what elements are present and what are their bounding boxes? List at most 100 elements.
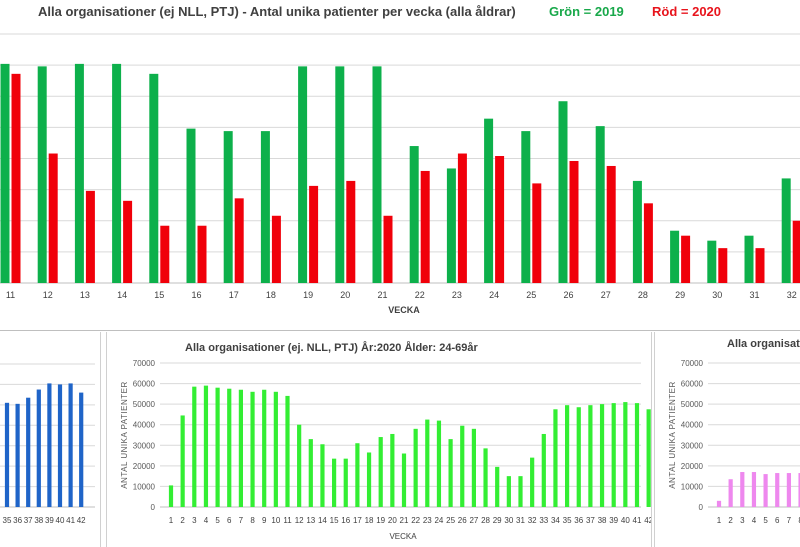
bar: [401, 453, 407, 507]
bar: [775, 473, 780, 507]
bar: [681, 235, 691, 283]
y-axis-label: ANTAL UNIKA PATIENTER: [668, 381, 677, 489]
x-tick-label: 15: [330, 516, 339, 525]
x-tick-label: 37: [586, 516, 595, 525]
bar: [250, 391, 255, 507]
x-tick-label: 5: [215, 516, 220, 525]
y-axis-label: ANTAL UNIKA PATIENTER: [120, 381, 129, 489]
right-chart-svg: 0 10000 20000 30000 40000 50000 60000 70000 ANTA…: [668, 359, 800, 525]
bar: [606, 165, 616, 283]
x-tick-label: 16: [341, 516, 350, 525]
x-tick-label: 35: [3, 516, 12, 525]
bar: [390, 433, 395, 507]
x-tick-label: 40: [621, 516, 630, 525]
left-chart-svg: 35 36 37 38 39 40 41 42: [0, 363, 95, 525]
bar: [532, 183, 542, 283]
bar: [343, 458, 348, 507]
x-tick-label: 19: [303, 290, 313, 300]
y-tick-label: 0: [699, 503, 704, 512]
x-tick-label: 36: [13, 516, 22, 525]
bar: [227, 388, 232, 507]
bar: [716, 500, 722, 507]
x-tick-label: 16: [191, 290, 201, 300]
x-tick-label: 2: [180, 516, 185, 525]
bar: [48, 153, 58, 283]
bar: [798, 473, 800, 507]
x-tick-label: 21: [400, 516, 409, 525]
bar: [506, 476, 511, 507]
main-title-text: Alla organisationer (ej NLL, PTJ) - Anta…: [38, 4, 516, 19]
bar: [186, 128, 196, 283]
y-tick-label: 10000: [133, 482, 156, 491]
bar: [425, 419, 430, 507]
bar: [260, 131, 270, 283]
bar: [74, 63, 84, 283]
x-tick-label: 6: [227, 516, 232, 525]
x-tick-label: 36: [574, 516, 583, 525]
bar: [320, 444, 325, 507]
bar: [4, 402, 10, 507]
x-tick-label: 27: [469, 516, 478, 525]
bar: [634, 403, 640, 507]
x-tick-label: 30: [712, 290, 722, 300]
bar: [378, 437, 383, 507]
x-tick-label: 8: [798, 516, 800, 525]
main-chart-svg: 11 12 13 14 15 16 17 18 19 20 21 22 23 24 25 26 27 28 29 30…: [0, 33, 800, 315]
bar: [446, 168, 456, 283]
bar: [0, 63, 10, 283]
bar: [565, 405, 570, 507]
center-chart-svg: 0 10000 20000 30000 40000 50000 60000 70000 ANTA…: [120, 359, 651, 541]
y-tick-label: 70000: [681, 359, 704, 368]
x-tick-label: 12: [295, 516, 304, 525]
x-tick-label: 13: [306, 516, 315, 525]
x-tick-label: 30: [504, 516, 513, 525]
x-tick-label: 34: [551, 516, 560, 525]
right-chart-title: Alla organisatio: [727, 338, 800, 350]
x-tick-label: 20: [388, 516, 397, 525]
bar: [262, 389, 267, 507]
bar: [471, 428, 476, 507]
x-tick-label: 1: [717, 516, 722, 525]
bar: [192, 386, 197, 507]
bar: [160, 225, 170, 283]
bar: [413, 428, 418, 507]
y-tick-label: 50000: [681, 400, 704, 409]
bar: [57, 384, 63, 507]
bar: [553, 409, 558, 507]
x-tick-label: 38: [598, 516, 607, 525]
x-tick-label: 18: [365, 516, 374, 525]
bar: [541, 433, 546, 507]
y-tick-label: 60000: [133, 380, 156, 389]
x-tick-label: 42: [644, 516, 651, 525]
bar: [718, 248, 728, 283]
x-tick-label: 6: [775, 516, 780, 525]
bar: [611, 403, 616, 507]
y-tick-label: 50000: [133, 400, 156, 409]
x-tick-label: 17: [229, 290, 239, 300]
bar: [576, 407, 581, 507]
bar: [744, 235, 754, 283]
bar: [792, 220, 800, 283]
x-tick-label: 14: [318, 516, 327, 525]
main-chart-panel: Alla organisationer (ej NLL, PTJ) - Anta…: [0, 4, 800, 315]
x-tick-label: 17: [353, 516, 362, 525]
bar: [707, 240, 717, 283]
bar: [346, 180, 356, 283]
x-tick-label: 39: [609, 516, 618, 525]
bar: [37, 66, 47, 284]
bar: [448, 439, 453, 507]
x-tick-label: 14: [117, 290, 127, 300]
x-tick-label: 27: [601, 290, 611, 300]
x-tick-label: 3: [192, 516, 197, 525]
bar: [68, 383, 73, 507]
bar: [11, 73, 21, 283]
bar: [47, 383, 52, 507]
x-tick-label: 25: [446, 516, 455, 525]
bar: [595, 126, 605, 283]
y-tick-label: 70000: [133, 359, 156, 368]
bar: [168, 485, 174, 507]
x-tick-label: 24: [434, 516, 443, 525]
bar: [297, 424, 302, 507]
x-tick-label: 33: [539, 516, 548, 525]
bar: [632, 180, 642, 283]
